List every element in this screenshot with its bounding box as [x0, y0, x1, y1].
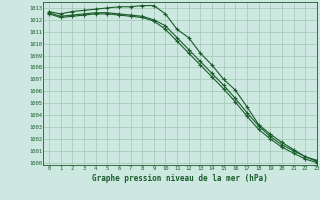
X-axis label: Graphe pression niveau de la mer (hPa): Graphe pression niveau de la mer (hPa) — [92, 174, 268, 183]
